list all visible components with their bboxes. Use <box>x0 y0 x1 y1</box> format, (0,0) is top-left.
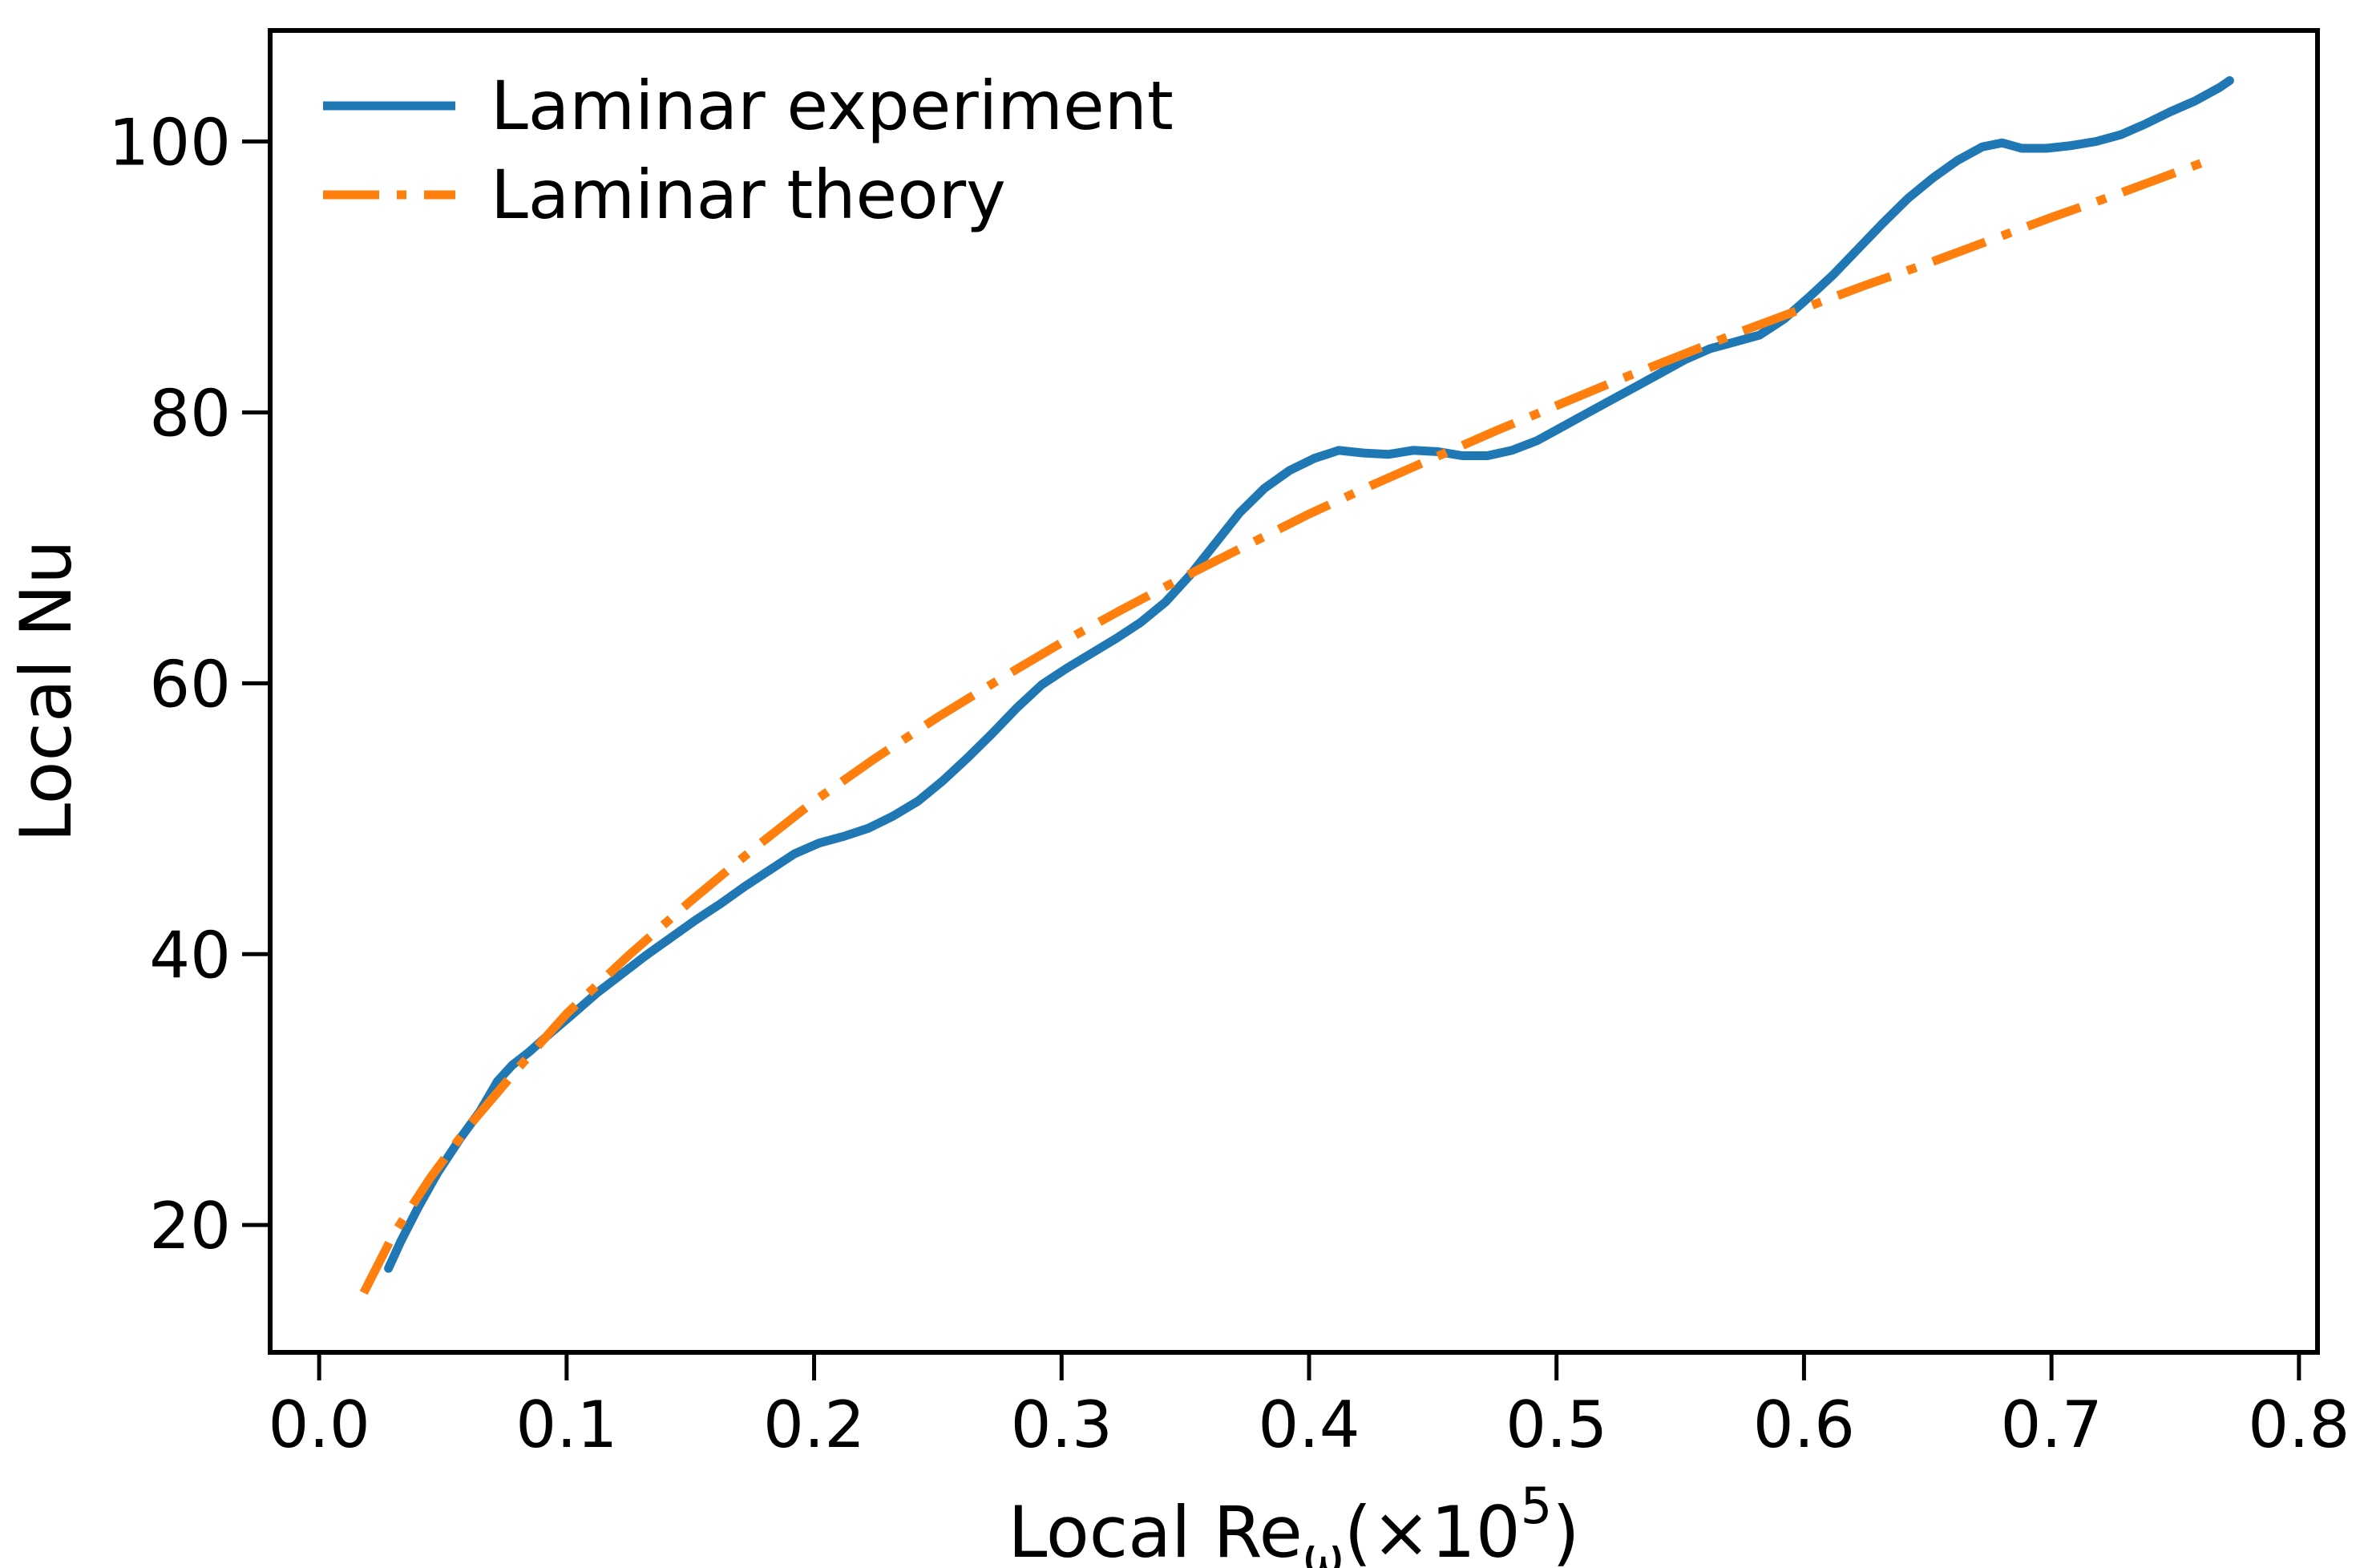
y-tick-label: 80 <box>149 376 231 451</box>
series-line-laminar-experiment <box>384 76 2234 1273</box>
ticks-layer: 0.0 0.1 0.2 0.3 0.4 0.5 0.6 0.7 0.8 20 40 60 80 100 <box>108 106 2350 1462</box>
x-tick-label: 0.5 <box>1505 1388 1607 1462</box>
x-axis-label-subscript: ω <box>1303 1526 1344 1568</box>
legend: Laminar experiment Laminar theory <box>323 67 1174 234</box>
x-tick-label: 0.0 <box>269 1388 370 1462</box>
x-tick-label: 0.8 <box>2248 1388 2350 1462</box>
y-tick-label: 100 <box>108 106 231 180</box>
x-tick-label: 0.1 <box>515 1388 617 1462</box>
series-layer <box>359 76 2234 1295</box>
x-axis-label-end: ) <box>1552 1491 1579 1568</box>
x-axis-label-mid: (×10 <box>1344 1491 1521 1568</box>
plot-frame <box>268 28 2320 1355</box>
y-tick-label: 40 <box>149 918 231 992</box>
legend-label-experiment: Laminar experiment <box>491 67 1174 145</box>
x-tick-label: 0.2 <box>763 1388 865 1462</box>
x-tick-label: 0.4 <box>1258 1388 1360 1462</box>
y-axis-label: Local Nu <box>5 540 87 843</box>
x-axis-label-main: Local Re <box>1008 1491 1302 1568</box>
x-axis-label-superscript: 5 <box>1521 1477 1552 1535</box>
legend-label-theory: Laminar theory <box>491 156 1006 234</box>
y-tick-label: 60 <box>149 647 231 721</box>
y-tick-label: 20 <box>149 1189 231 1263</box>
x-tick-label: 0.7 <box>2001 1388 2103 1462</box>
x-axis-label: Local Reω(×105) <box>1008 1477 1579 1568</box>
x-tick-label: 0.6 <box>1753 1388 1855 1462</box>
series-line-laminar-theory <box>359 155 2214 1295</box>
x-tick-label: 0.3 <box>1011 1388 1113 1462</box>
